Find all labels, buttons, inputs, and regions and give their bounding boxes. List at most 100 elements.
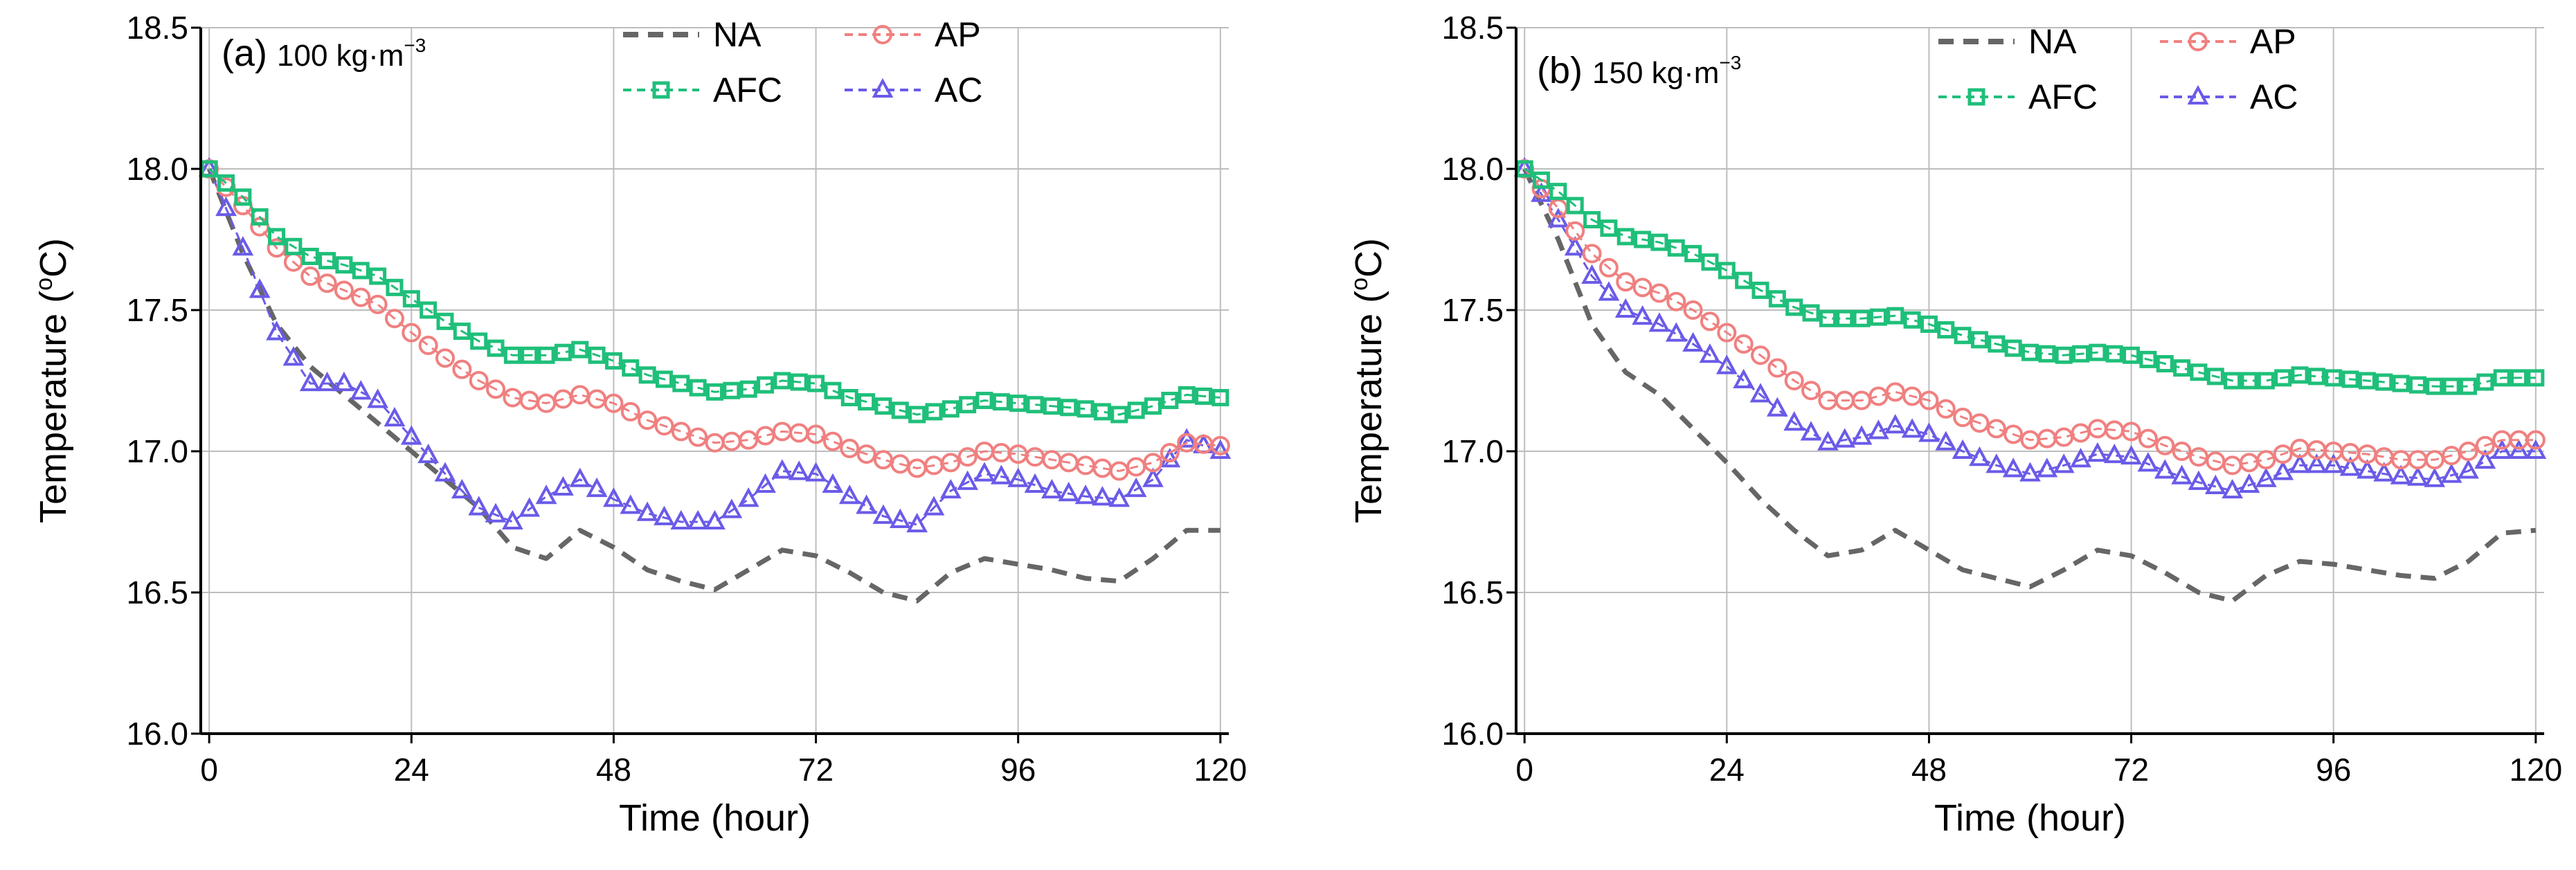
data-point-afc <box>1549 183 1567 201</box>
legend-label: AP <box>935 15 981 54</box>
data-point-ap <box>941 453 961 473</box>
data-point-ac <box>636 501 658 521</box>
data-point-afc <box>2055 346 2073 364</box>
data-point-ap <box>1649 283 1669 303</box>
chart-panel-a: 0 24 48 72 96 120 16.0 16.5 17.0 17.5 18.0 18.5 Time… <box>31 10 1247 839</box>
circle-marker-icon <box>2160 32 2236 51</box>
data-point-ac <box>1733 368 1755 388</box>
data-point-ap <box>351 287 371 307</box>
y-tick-label: 17.5 <box>1441 292 1504 328</box>
data-point-ac <box>451 478 473 499</box>
data-point-afc <box>470 332 488 350</box>
data-point-afc <box>622 359 640 377</box>
data-point-afc <box>942 400 960 418</box>
data-point-ap <box>873 450 893 470</box>
data-point-afc <box>1836 309 1854 327</box>
data-point-afc <box>251 208 269 226</box>
data-point-ac <box>2204 474 2226 494</box>
y-axis-title: Temperature (oC) <box>31 238 74 523</box>
data-point-afc <box>2123 346 2141 364</box>
data-point-afc <box>2206 368 2224 386</box>
data-point-ac <box>906 512 928 533</box>
data-point-ap <box>755 426 775 446</box>
data-point-afc <box>1127 401 1145 419</box>
data-point-afc <box>2139 350 2157 368</box>
data-point-ac <box>889 508 911 528</box>
data-point-ac <box>1665 322 1687 342</box>
data-point-ac <box>1715 354 1738 374</box>
data-point-ac <box>2458 459 2479 479</box>
data-point-ac <box>721 498 743 518</box>
data-point-ac <box>2070 448 2091 468</box>
data-point-afc <box>2392 374 2410 392</box>
data-point-afc <box>790 373 808 391</box>
square-marker-icon <box>623 81 699 99</box>
data-point-afc <box>2089 343 2107 361</box>
data-point-ap <box>1700 311 1720 332</box>
data-point-ac <box>1074 484 1097 505</box>
data-point-ac <box>2188 470 2210 490</box>
panel-label-letter: (b) <box>1537 50 1583 91</box>
data-point-ac <box>468 496 490 516</box>
panel-label: (a) 100 kg·m−3 <box>222 33 426 74</box>
series-na <box>206 167 1221 604</box>
data-point-ap <box>1784 371 1804 390</box>
data-point-ac <box>400 425 422 445</box>
data-point-afc <box>1077 400 1095 418</box>
data-point-afc <box>858 393 876 411</box>
x-tick-label: 120 <box>2509 752 2562 788</box>
data-point-ac <box>485 502 507 523</box>
data-point-afc <box>2224 372 2242 390</box>
series-line-ac <box>208 168 1221 526</box>
data-point-afc <box>1600 219 1618 237</box>
data-point-afc <box>2476 373 2494 391</box>
data-point-afc <box>874 397 892 415</box>
data-point-ac <box>1648 312 1670 332</box>
data-point-ac <box>1581 264 1603 284</box>
data-point-ap <box>1936 399 1956 419</box>
data-point-ac <box>805 462 827 482</box>
data-point-afc <box>268 228 286 246</box>
y-tick-label: 16.5 <box>126 574 188 610</box>
data-point-ac <box>973 462 996 482</box>
data-point-ac <box>1547 208 1569 228</box>
data-point-ap <box>486 379 506 399</box>
data-point-afc <box>2156 355 2174 373</box>
data-point-ac <box>704 509 726 529</box>
data-point-ac <box>687 509 709 529</box>
data-point-afc <box>706 383 723 401</box>
data-point-afc <box>1144 397 1162 415</box>
data-point-afc <box>1093 403 1111 421</box>
y-axis-title: Temperature (oC) <box>1346 238 1389 523</box>
data-point-ac <box>1817 431 1839 451</box>
data-point-ac <box>367 388 388 408</box>
data-point-ac <box>1901 418 1923 438</box>
data-point-ac <box>2373 462 2395 482</box>
data-point-afc <box>1735 271 1753 289</box>
data-point-afc <box>2038 345 2056 363</box>
y-tick-label: 18.0 <box>126 151 188 187</box>
triangle-marker-icon <box>845 78 921 98</box>
data-point-afc <box>1634 230 1652 248</box>
data-point-afc <box>2190 363 2208 381</box>
triangle-marker-icon <box>2160 84 2236 105</box>
data-point-afc <box>1533 171 1551 189</box>
data-point-ap <box>2256 450 2276 470</box>
data-point-ac <box>788 460 810 480</box>
data-point-afc <box>1161 392 1179 410</box>
data-point-afc <box>554 343 572 361</box>
data-point-ac <box>1868 419 1889 439</box>
data-point-afc <box>1886 307 1904 325</box>
data-point-afc <box>1970 331 1988 349</box>
data-point-afc <box>453 323 471 341</box>
data-point-afc <box>2307 368 2325 386</box>
data-point-afc <box>1819 309 1837 327</box>
data-point-afc <box>638 366 656 384</box>
legend-item-na: NA <box>1938 22 2077 61</box>
data-point-ac <box>957 470 979 490</box>
data-point-ap <box>654 416 674 436</box>
data-point-afc <box>2173 359 2191 377</box>
data-point-ac <box>2424 467 2446 487</box>
data-point-afc <box>537 346 555 364</box>
